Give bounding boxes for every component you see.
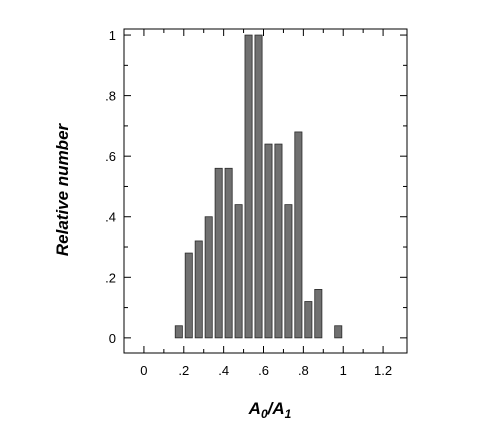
histogram-bar xyxy=(264,143,273,339)
x-axis-label: A0/A1 xyxy=(248,399,292,421)
y-tick-label: 0 xyxy=(109,331,116,346)
y-tick-label: 1 xyxy=(109,28,116,43)
y-tick-label: .8 xyxy=(105,89,116,104)
histogram-bar xyxy=(174,325,183,339)
y-tick-label: .6 xyxy=(105,149,116,164)
histogram-bar xyxy=(214,167,223,339)
histogram-bar xyxy=(284,204,293,339)
x-axis-label-sub1: 0 xyxy=(261,407,268,421)
histogram-bar xyxy=(194,240,203,339)
histogram-bar xyxy=(244,34,253,339)
histogram-bar xyxy=(224,167,233,339)
tick-group xyxy=(124,29,407,353)
x-axis-label-main2: A xyxy=(271,399,284,418)
histogram-bar xyxy=(304,301,313,339)
bar-group xyxy=(174,34,343,339)
histogram-bar xyxy=(334,325,343,339)
x-tick-label: .6 xyxy=(258,363,269,378)
plot-frame xyxy=(123,28,408,354)
x-tick-label: .4 xyxy=(218,363,229,378)
histogram-bar xyxy=(314,289,323,339)
x-axis-label-slash: / xyxy=(267,399,275,418)
y-tick-label: .4 xyxy=(105,210,116,225)
x-axis-label-main: A xyxy=(248,399,261,418)
y-tick-labels: 0 .2 .4 .6 .8 1 xyxy=(105,28,116,346)
histogram-bar xyxy=(204,216,213,339)
histogram-bar xyxy=(294,131,303,339)
histogram-bar xyxy=(234,204,243,339)
x-tick-label: .2 xyxy=(178,363,189,378)
histogram-bar xyxy=(274,143,283,339)
x-tick-label: 1.2 xyxy=(374,363,392,378)
x-tick-label: .8 xyxy=(298,363,309,378)
x-tick-labels: 0 .2 .4 .6 .8 1 1.2 xyxy=(140,363,392,378)
histogram-bar xyxy=(254,34,263,339)
histogram-bar xyxy=(184,252,193,339)
x-tick-label: 1 xyxy=(340,363,347,378)
y-tick-label: .2 xyxy=(105,270,116,285)
x-axis-label-sub2: 1 xyxy=(285,407,292,421)
y-axis-label: Relative number xyxy=(53,122,72,256)
x-tick-label: 0 xyxy=(140,363,147,378)
